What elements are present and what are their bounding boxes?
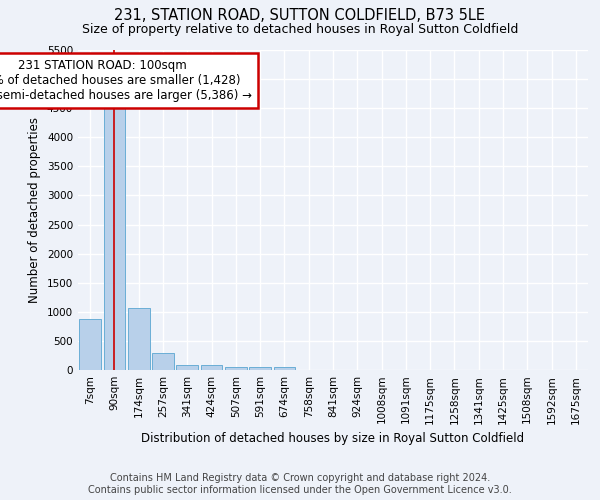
Bar: [274, 367, 295, 370]
Bar: [104, 102, 125, 370]
Bar: [176, 366, 198, 370]
Bar: [79, 319, 101, 370]
Text: Size of property relative to detached houses in Royal Sutton Coldfield: Size of property relative to detached ho…: [82, 22, 518, 36]
Bar: [128, 308, 149, 370]
Text: Contains HM Land Registry data © Crown copyright and database right 2024.
Contai: Contains HM Land Registry data © Crown c…: [88, 474, 512, 495]
Text: 231 STATION ROAD: 100sqm
← 21% of detached houses are smaller (1,428)
78% of sem: 231 STATION ROAD: 100sqm ← 21% of detach…: [0, 58, 252, 102]
Bar: [152, 353, 174, 370]
Bar: [200, 366, 223, 370]
Bar: [249, 367, 271, 370]
X-axis label: Distribution of detached houses by size in Royal Sutton Coldfield: Distribution of detached houses by size …: [142, 432, 524, 445]
Y-axis label: Number of detached properties: Number of detached properties: [28, 117, 41, 303]
Bar: [225, 366, 247, 370]
Text: 231, STATION ROAD, SUTTON COLDFIELD, B73 5LE: 231, STATION ROAD, SUTTON COLDFIELD, B73…: [115, 8, 485, 22]
